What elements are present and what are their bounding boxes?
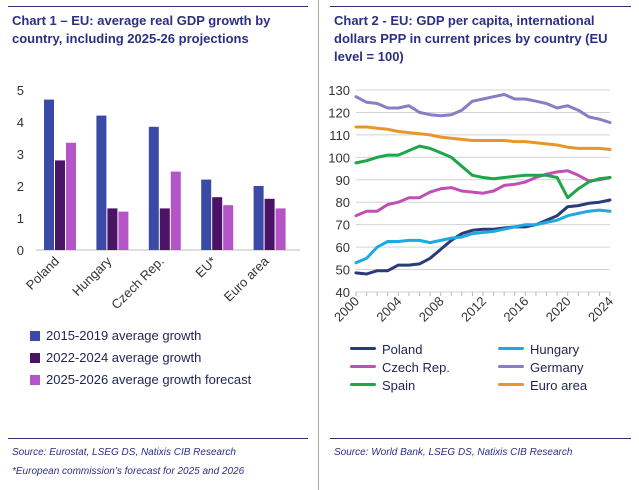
bar-legend: 2015-2019 average growth 2022-2024 averag…: [30, 328, 310, 398]
bar: [55, 160, 65, 250]
legend-item: 2015-2019 average growth: [30, 328, 201, 343]
x-tick-label: Hungary: [69, 253, 115, 299]
legend-item: 2025-2026 average growth forecast: [30, 372, 251, 387]
legend-swatch: [350, 365, 376, 368]
bar: [212, 197, 223, 250]
y-tick-label: 2: [17, 179, 24, 194]
legend-item: Hungary: [498, 342, 579, 357]
y-tick-label: 3: [17, 147, 24, 162]
legend-item: Poland: [350, 342, 422, 357]
legend-swatch: [30, 375, 40, 385]
legend-label: Spain: [382, 378, 416, 393]
bottom-rule: [8, 438, 308, 439]
legend-swatch: [498, 383, 524, 386]
legend-swatch: [498, 347, 524, 350]
legend-item: Czech Rep.: [350, 360, 450, 375]
y-tick-label: 90: [336, 173, 350, 188]
chart-2-title: Chart 2 - EU: GDP per capita, internatio…: [334, 13, 608, 64]
y-tick-label: 50: [336, 263, 350, 278]
y-tick-label: 80: [336, 195, 350, 210]
bar: [170, 171, 181, 250]
chart-2-source: Source: World Bank, LSEG DS, Natixis CIB…: [334, 447, 573, 458]
bar: [118, 211, 129, 250]
legend-swatch: [30, 331, 40, 341]
x-tick-label: 2024: [585, 294, 616, 325]
legend-item: Spain: [350, 378, 415, 393]
x-tick-label: EU*: [192, 254, 219, 281]
legend-swatch: [350, 347, 376, 350]
top-rule: [330, 6, 631, 7]
x-tick-label: Poland: [23, 254, 62, 293]
panel-divider: [318, 0, 319, 490]
bar: [96, 115, 107, 250]
x-tick-label: 2016: [500, 294, 531, 325]
x-tick-label: 2020: [543, 294, 574, 325]
y-tick-label: 120: [328, 105, 350, 120]
bar: [159, 208, 170, 250]
legend-swatch: [498, 365, 524, 368]
x-tick-label: 2012: [458, 294, 489, 325]
legend-swatch: [350, 383, 376, 386]
bar: [201, 179, 212, 250]
top-rule: [8, 6, 308, 7]
y-tick-label: 110: [329, 128, 350, 143]
series-line: [354, 198, 612, 276]
chart-1-panel: Chart 1 – EU: average real GDP growth by…: [0, 0, 316, 490]
legend-label: 2025-2026 average growth forecast: [46, 372, 252, 387]
line-legend: Poland Hungary Czech Rep. Germany Spain Euro …: [350, 342, 635, 402]
bar: [148, 126, 159, 250]
y-tick-label: 40: [336, 285, 350, 300]
x-tick-label: 2004: [373, 294, 404, 325]
bar: [253, 186, 264, 250]
x-tick-label: Czech Rep.: [108, 254, 167, 313]
legend-label: Poland: [382, 342, 423, 357]
bar: [223, 205, 234, 250]
y-tick-label: 60: [336, 240, 350, 255]
y-tick-label: 130: [328, 83, 350, 98]
x-tick-label: Euro area: [221, 253, 273, 305]
legend-item: Euro area: [498, 378, 587, 393]
legend-label: Euro area: [530, 378, 588, 393]
bar: [44, 99, 54, 250]
legend-label: Germany: [530, 360, 584, 375]
chart-2-panel: Chart 2 - EU: GDP per capita, internatio…: [322, 0, 639, 490]
chart-1-title: Chart 1 – EU: average real GDP growth by…: [12, 13, 271, 46]
legend-item: 2022-2024 average growth: [30, 350, 201, 365]
legend-label: Czech Rep.: [382, 360, 450, 375]
y-tick-label: 4: [17, 115, 24, 130]
bar: [66, 142, 76, 250]
y-tick-label: 0: [17, 243, 24, 258]
series-line: [354, 144, 612, 200]
chart-1-source: Source: Eurostat, LSEG DS, Natixis CIB R…: [12, 447, 236, 458]
y-tick-label: 1: [17, 211, 24, 226]
legend-swatch: [30, 353, 40, 363]
bar: [107, 208, 118, 250]
bar: [264, 198, 275, 250]
legend-item: Germany: [498, 360, 583, 375]
x-tick-label: 2008: [416, 294, 447, 325]
series-line: [354, 93, 612, 124]
bottom-rule: [330, 438, 631, 439]
series-line: [354, 169, 612, 218]
chart-1-footnote: *European commission’s forecast for 2025…: [12, 466, 245, 477]
y-tick-label: 100: [328, 150, 350, 165]
series-line: [354, 125, 612, 151]
legend-label: Hungary: [530, 342, 580, 357]
y-tick-label: 5: [17, 83, 24, 98]
y-tick-label: 70: [336, 218, 350, 233]
legend-label: 2015-2019 average growth: [46, 328, 202, 343]
bar: [275, 208, 286, 250]
legend-label: 2022-2024 average growth: [46, 350, 202, 365]
series-line: [354, 208, 612, 265]
